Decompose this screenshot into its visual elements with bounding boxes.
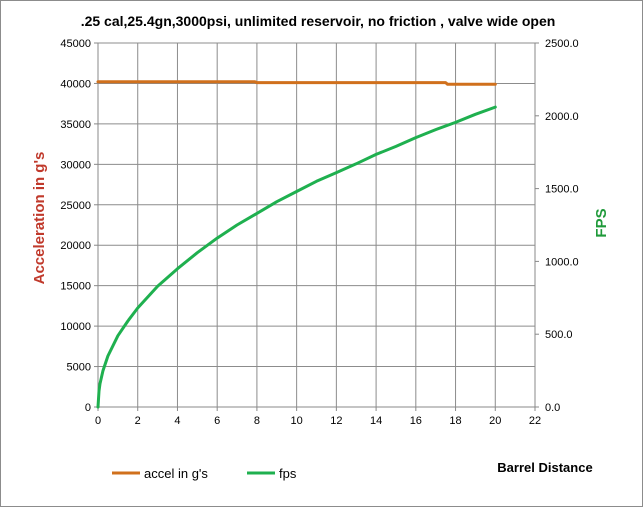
tick-labels: 0 5000 10000 15000 20000 25000 30000 35000 40000… [60,38,578,427]
y-right-tick-label: 0.0 [545,402,560,414]
y-left-tick-label: 40000 [60,78,91,90]
fps-series-line [96,105,497,409]
x-tick-label: 20 [489,415,501,427]
x-tick-label: 2 [135,415,141,427]
y-left-tick-label: 35000 [60,119,91,131]
y-axis-left-label: Acceleration in g's [31,152,48,285]
y-left-tick-label: 0 [85,402,91,414]
plot-area [97,42,536,408]
y-left-tick-label: 25000 [60,200,91,212]
chart-title: .25 cal,25.4gn,3000psi, unlimited reserv… [81,13,556,29]
grid [97,42,536,408]
x-tick-label: 10 [291,415,303,427]
y-left-tick-label: 45000 [60,38,91,50]
y-left-tick-label: 10000 [60,321,91,333]
x-tick-label: 12 [330,415,342,427]
y-axis-right-label: FPS [593,208,610,237]
y-left-tick-label: 20000 [60,240,91,252]
y-right-tick-label: 2500.0 [545,38,579,50]
x-tick-label: 18 [449,415,461,427]
x-tick-label: 6 [214,415,220,427]
y-right-tick-label: 500.0 [545,329,573,341]
y-left-tick-label: 5000 [67,362,91,374]
y-right-tick-label: 2000.0 [545,111,579,123]
x-axis-label: Barrel Distance [497,460,592,475]
legend-label-accel: accel in g's [144,466,208,481]
x-tick-label: 16 [410,415,422,427]
accel-series-line [96,80,497,86]
y-left-tick-label: 30000 [60,159,91,171]
legend-label-fps: fps [279,466,297,481]
x-tick-label: 22 [529,415,541,427]
y-right-tick-label: 1000.0 [545,256,579,268]
y-left-tick-label: 15000 [60,281,91,293]
y-right-tick-label: 1500.0 [545,184,579,196]
legend: accel in g's fps [112,466,297,481]
x-tick-label: 0 [95,415,101,427]
x-tick-label: 4 [174,415,180,427]
axes [94,42,539,411]
series-layer [96,80,497,409]
x-tick-label: 8 [254,415,260,427]
x-tick-label: 14 [370,415,382,427]
